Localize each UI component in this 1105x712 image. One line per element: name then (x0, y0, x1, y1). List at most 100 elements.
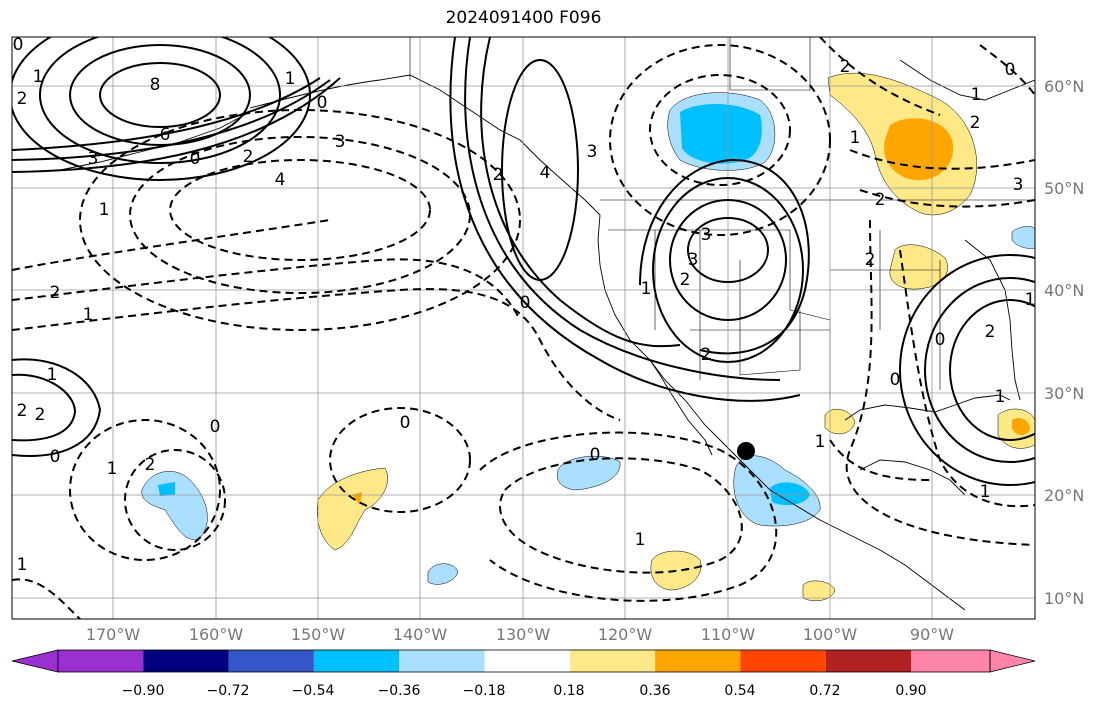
map-title: 2024091400 F096 (445, 8, 602, 28)
colorbar-bin (825, 650, 911, 672)
colorbar-tick-label: −0.54 (291, 683, 335, 699)
contour-label: 0 (890, 370, 901, 390)
contour-label: 3 (587, 142, 598, 162)
lon-label-90w: 90°W (909, 625, 955, 644)
contour-label: 1 (33, 67, 44, 87)
contour-label: 0 (317, 93, 328, 113)
colorbar-tick-label: −0.90 (121, 683, 165, 699)
contour-label: 1 (980, 482, 991, 502)
contour-label: 2 (875, 190, 886, 210)
colorbar-bin (228, 650, 314, 672)
contour-label: 1 (47, 365, 58, 385)
solid-contours (12, 37, 1035, 486)
contour-labels: 8 6 3 2 0 1 3 4 3 2 1 2 1 0 1 2 3 4 1 2 … (13, 35, 1036, 575)
colorbar-frame (57, 649, 991, 673)
contour-label: 2 (840, 57, 851, 77)
contour-label: 1 (971, 85, 982, 105)
contour-label: 2 (865, 250, 876, 270)
coast-hudson (899, 59, 1035, 101)
colorbar-tick-label: 0.90 (895, 683, 927, 699)
colorbar-bin (399, 650, 485, 672)
colorbar (11, 649, 1036, 673)
contour-label: 0 (1005, 60, 1016, 80)
contour-label: 2 (17, 89, 28, 109)
contour-label: 1 (99, 200, 110, 220)
shade-yellow-small (802, 580, 836, 601)
contour-label: 3 (88, 149, 99, 169)
contour-label: 0 (590, 445, 601, 465)
contour-label: 0 (13, 35, 24, 55)
colorbar-bin (484, 650, 570, 672)
contour-label: 1 (1025, 290, 1036, 310)
contour-label: 1 (815, 432, 826, 452)
colorbar-extend-low (11, 649, 59, 673)
contour-label: 0 (50, 447, 61, 467)
contour-label: 2 (701, 345, 712, 365)
lon-label-120w: 120°W (597, 625, 653, 644)
shade-lightblue-east (1011, 226, 1035, 249)
coast-east (964, 239, 1021, 401)
contour-label: 1 (850, 128, 861, 148)
contour-label: 1 (83, 305, 94, 325)
gridlines (12, 37, 1035, 619)
contour-label: 1 (107, 459, 118, 479)
contour-label: 1 (17, 555, 28, 575)
colorbar-tick-label: 0.36 (639, 683, 671, 699)
lon-label-140w: 140°W (392, 625, 448, 644)
colorbar-bin (313, 650, 400, 672)
contour-label: 3 (688, 250, 699, 270)
shaded-negative-regions (141, 92, 1035, 585)
contour-label: 0 (210, 417, 221, 437)
lon-label-150w: 150°W (290, 625, 346, 644)
contour-label: 1 (995, 387, 1006, 407)
contour-label: 2 (243, 147, 254, 167)
lon-label-100w: 100°W (802, 625, 858, 644)
lon-label-110w: 110°W (700, 625, 756, 644)
coast-westus (597, 214, 966, 611)
shade-yellow-texas (824, 408, 856, 435)
colorbar-tick-label: 0.18 (553, 683, 585, 699)
contour-label: 1 (641, 279, 652, 299)
contour-label: 3 (335, 132, 346, 152)
contour-label: 3 (1013, 175, 1024, 195)
contour-label: 6 (160, 125, 171, 145)
contour-label: 2 (493, 165, 504, 185)
shade-orange-canada (884, 118, 954, 181)
contour-label: 3 (701, 225, 712, 245)
contour-label: 0 (400, 413, 411, 433)
colorbar-tick-label: 0.72 (809, 683, 841, 699)
colorbar-bin (911, 650, 990, 672)
contour-label: 0 (190, 149, 201, 169)
contour-label: 2 (970, 113, 981, 133)
contour-label: 0 (935, 330, 946, 350)
shade-lightblue-pacific1 (557, 456, 621, 491)
lat-label-60n: 60°N (1044, 77, 1085, 96)
contour-label: 0 (520, 293, 531, 313)
contour-label: 2 (50, 283, 61, 303)
lon-label-130w: 130°W (495, 625, 551, 644)
plot-frame (11, 36, 1036, 620)
colorbar-bin (58, 650, 144, 672)
shade-yellow-pacific (317, 467, 388, 551)
contour-label: 1 (285, 69, 296, 89)
contour-label: 4 (540, 163, 551, 183)
contour-label: 2 (985, 322, 996, 342)
contour-label: 8 (150, 75, 161, 95)
colorbar-tick-label: −0.18 (462, 683, 506, 699)
contour-label: 2 (145, 455, 156, 475)
contour-label: 2 (680, 270, 691, 290)
colorbar-bin (143, 650, 229, 672)
lat-label-40n: 40°N (1044, 281, 1085, 300)
colorbar-bin (569, 650, 656, 672)
colorbar-bin (655, 650, 741, 672)
shade-lightblue-small (427, 563, 459, 585)
colorbar-tick-label: −0.72 (206, 683, 250, 699)
lat-label-20n: 20°N (1044, 486, 1085, 505)
contour-label: 2 (17, 401, 28, 421)
colorbar-bin (740, 650, 826, 672)
shade-orange-florida (1012, 418, 1030, 436)
colorbar-extend-high (989, 649, 1036, 673)
lon-label-170w: 170°W (85, 625, 141, 644)
lat-label-10n: 10°N (1044, 589, 1085, 608)
